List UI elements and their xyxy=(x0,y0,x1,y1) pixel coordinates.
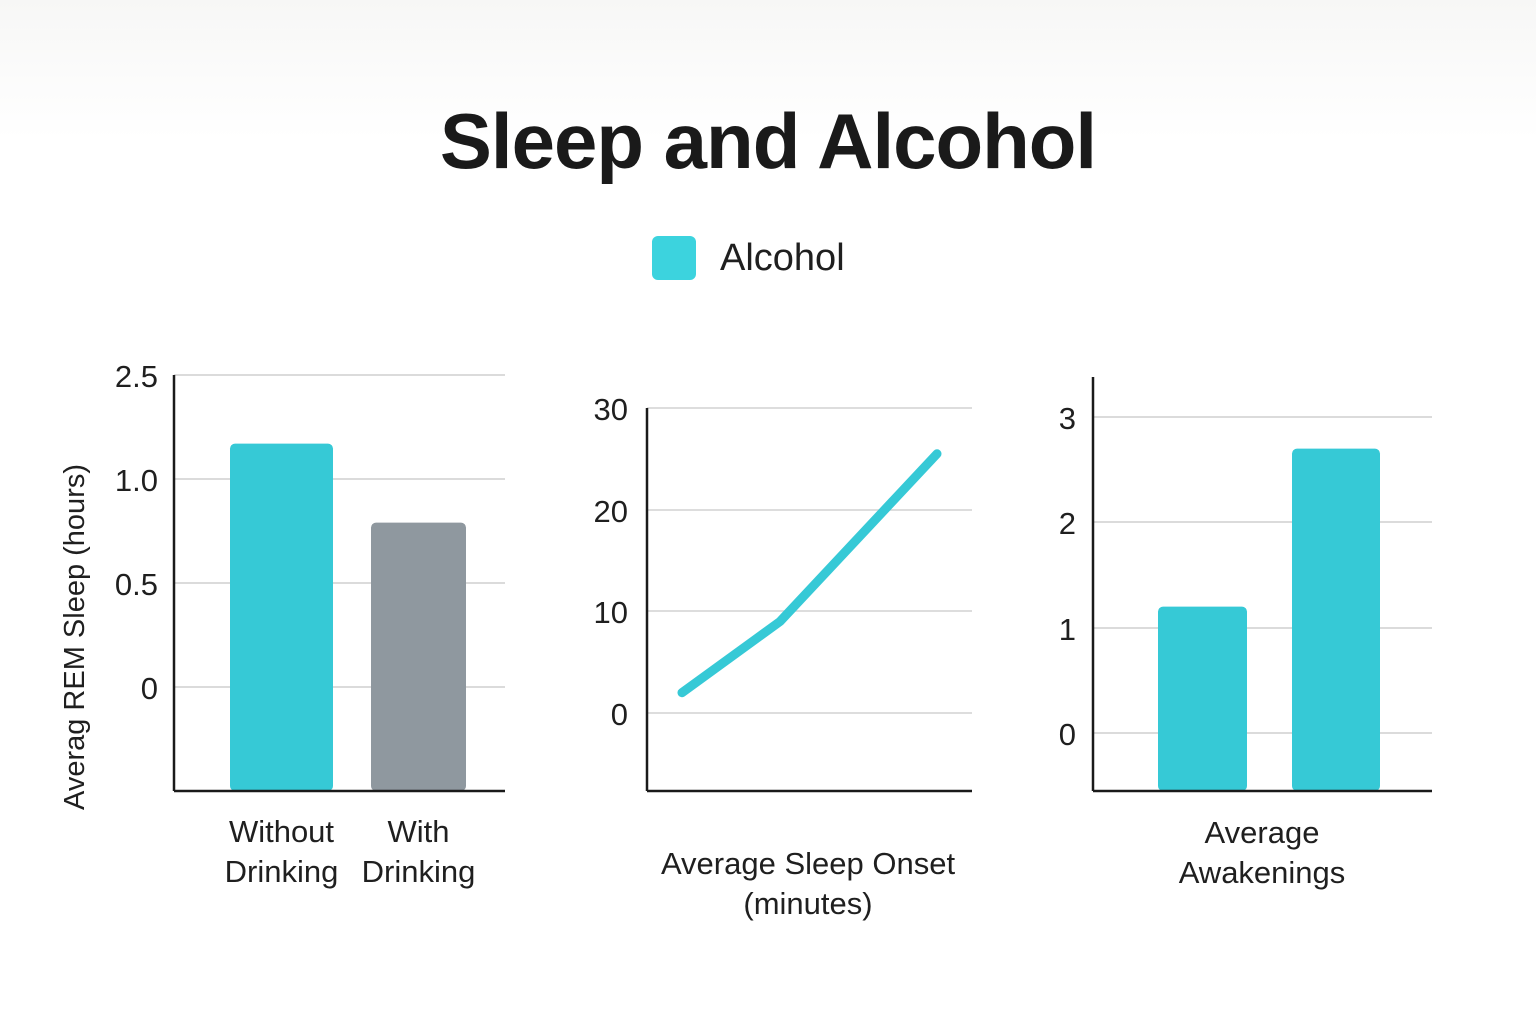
x-category-label: Without xyxy=(229,814,334,849)
legend-label-alcohol: Alcohol xyxy=(720,236,845,279)
chart-title: Sleep and Alcohol xyxy=(439,97,1097,185)
x-category-label: Drinking xyxy=(362,854,476,889)
series-line xyxy=(677,449,942,698)
bar xyxy=(230,443,333,791)
x-category-label: With xyxy=(388,814,450,849)
y-tick-label: 10 xyxy=(594,595,628,630)
y-tick-label: 3 xyxy=(1059,401,1076,436)
x-category-label: Drinking xyxy=(225,854,339,889)
bar xyxy=(1292,448,1380,791)
y-tick-label: 2.5 xyxy=(115,359,158,394)
bar xyxy=(371,522,466,791)
y-tick-label: 30 xyxy=(594,392,628,427)
y-tick-label: 1 xyxy=(1059,612,1076,647)
y-tick-label: 20 xyxy=(594,494,628,529)
y-tick-label: 2 xyxy=(1059,506,1076,541)
y-axis-label: Averag REM Sleep (hours) xyxy=(59,464,91,810)
x-axis-label: Average Sleep Onset xyxy=(661,846,956,881)
y-tick-label: 0 xyxy=(141,671,158,706)
y-tick-label: 0.5 xyxy=(115,567,158,602)
legend-swatch-alcohol xyxy=(652,236,696,280)
x-axis-label: (minutes) xyxy=(743,886,872,921)
awakenings-panel: 3 2 1 0 Average Awakenings xyxy=(1059,377,1432,890)
y-tick-label: 1.0 xyxy=(115,463,158,498)
legend: Alcohol xyxy=(652,236,845,280)
x-axis-label: Average xyxy=(1205,815,1320,850)
y-tick-label: 0 xyxy=(1059,717,1076,752)
rem-sleep-panel: 2.5 1.0 0.5 0 Without Drinking With Drinking Ave… xyxy=(59,359,505,889)
sleep-onset-panel: 30 20 10 0 Average Sleep Onset (minutes) xyxy=(594,392,972,921)
x-axis-label: Awakenings xyxy=(1179,855,1346,890)
y-tick-label: 0 xyxy=(611,697,628,732)
bar xyxy=(1158,606,1247,791)
